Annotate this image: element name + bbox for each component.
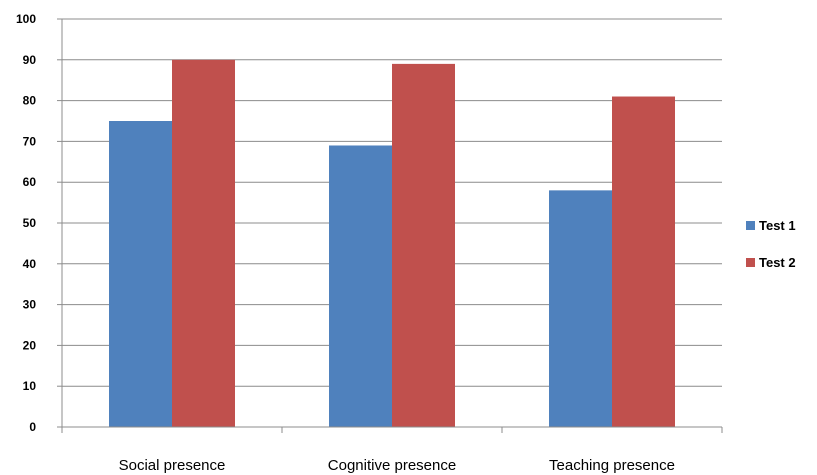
- y-tick-label-10: 10: [23, 379, 37, 393]
- x-category-label: Cognitive presence: [328, 457, 456, 474]
- y-tick-label-70: 70: [23, 134, 37, 148]
- x-category-label: Social presence: [119, 457, 226, 474]
- legend: Test 1 Test 2: [746, 218, 796, 270]
- bars: [109, 59, 675, 428]
- legend-label-test-1: Test 1: [759, 218, 796, 233]
- category-labels: Social presence Cognitive presence Teachin…: [119, 457, 675, 474]
- y-tick-label-0: 0: [29, 420, 36, 434]
- bar-test-1-cognitive-presence: [329, 145, 392, 428]
- y-tick-label-30: 30: [23, 298, 37, 312]
- legend-swatch-test-2: [746, 258, 755, 267]
- bar-test-2-teaching-presence: [612, 96, 675, 428]
- bar-test-2-cognitive-presence: [392, 63, 455, 427]
- y-tick-label-50: 50: [23, 216, 37, 230]
- y-tick-labels: 0 10 20 30 40 50 60 70 80 90 100: [16, 12, 36, 434]
- bar-test-1-social-presence: [109, 121, 172, 427]
- y-tick-label-100: 100: [16, 12, 36, 26]
- bar-test-1-teaching-presence: [549, 190, 612, 427]
- y-tick-label-90: 90: [23, 53, 37, 67]
- bar-test-2-social-presence: [172, 59, 235, 428]
- axes: [57, 18, 723, 433]
- y-tick-label-80: 80: [23, 94, 37, 108]
- y-tick-label-40: 40: [23, 257, 37, 271]
- legend-label-test-2: Test 2: [759, 255, 796, 270]
- x-category-label: Teaching presence: [549, 457, 675, 474]
- y-tick-label-20: 20: [23, 338, 37, 352]
- y-tick-label-60: 60: [23, 175, 37, 189]
- legend-swatch-test-1: [746, 221, 755, 230]
